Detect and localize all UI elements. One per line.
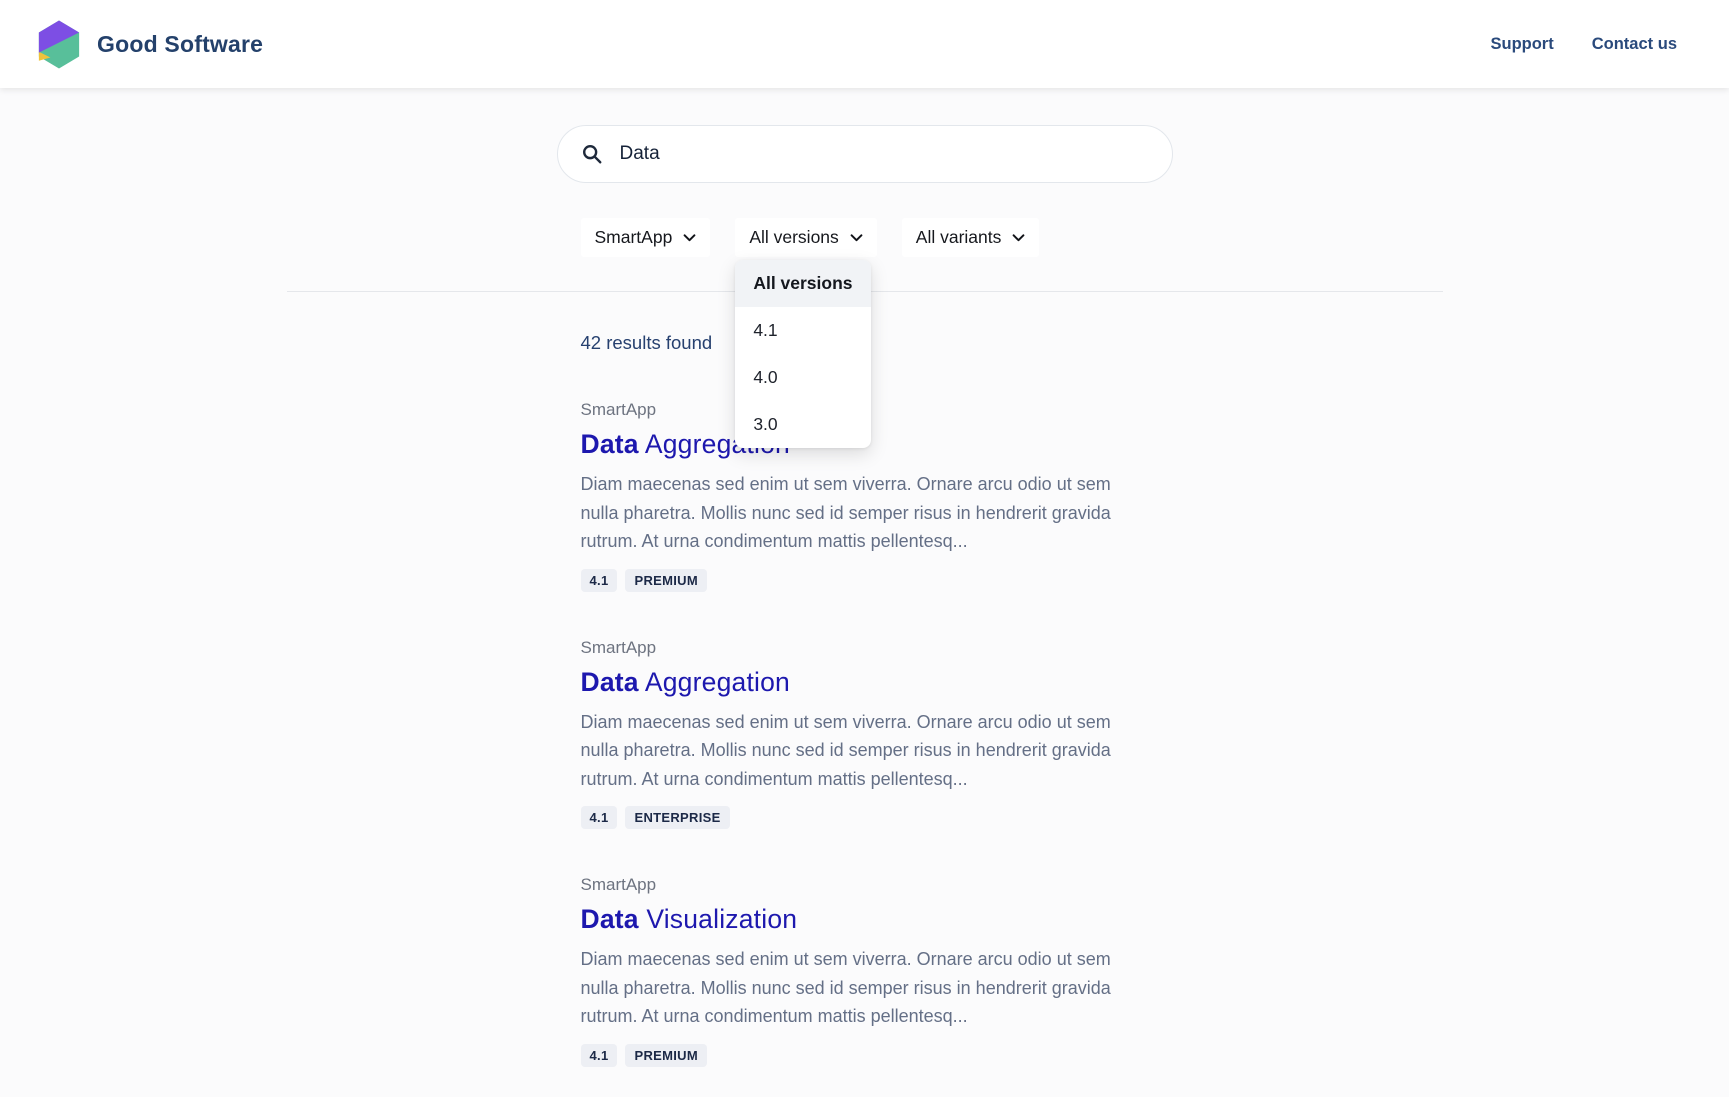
results-list: 42 results found SmartApp Data Aggregati… [557,332,1173,1097]
filter-versions-label: All versions [749,227,839,247]
result-title-link[interactable]: Data Visualization [581,904,1149,935]
result-title-rest: Visualization [638,904,798,934]
badge-row: 4.1 PREMIUM [580,1043,1149,1067]
filter-variants[interactable]: All variants [901,218,1040,257]
badge-row: 4.1 ENTERPRISE [580,806,1149,829]
variant-badge: PREMIUM [625,568,707,592]
version-badge: 4.1 [580,1043,618,1067]
dropdown-item-all-versions[interactable]: All versions [735,260,871,307]
dropdown-item-3-0[interactable]: 3.0 [753,414,778,434]
result-title-highlight: Data [580,666,639,697]
version-badge: 4.1 [580,806,618,829]
result-category: SmartApp [580,637,657,657]
versions-dropdown: All versions 4.1 4.0 3.0 [735,260,871,448]
version-badge: 4.1 [580,568,618,592]
badge-row: 4.1 PREMIUM [580,568,1149,592]
variant-badge: PREMIUM [625,1043,707,1067]
result-category: SmartApp [580,875,657,894]
search-input[interactable] [556,125,1173,183]
brand-name: Good Software [97,30,264,57]
results-count: 42 results found [580,332,713,353]
dropdown-item-4-1[interactable]: 4.1 [753,320,778,340]
filter-variants-label: All variants [915,227,1002,247]
search-result: SmartApp Data Aggregation Diam maecenas … [580,637,1149,829]
filter-versions[interactable]: All versions All versions 4.1 4.0 3.0 [735,218,877,448]
search-result: SmartApp Data Visualization Diam maecena… [580,875,1149,1067]
search-result: SmartApp Data Aggregation Diam maecenas … [580,400,1149,592]
result-title-highlight: Data [580,904,639,934]
result-description: Diam maecenas sed enim ut sem viverra. O… [580,711,1111,789]
chevron-down-icon [683,233,696,241]
filter-product[interactable]: SmartApp [580,218,711,257]
chevron-down-icon [1013,233,1025,241]
hexagon-logo-icon [38,20,80,68]
result-title-rest: Aggregation [638,666,790,697]
header: Good Software Support Contact us [0,0,1729,88]
nav-link-support[interactable]: Support [1490,34,1554,53]
variant-badge: ENTERPRISE [625,806,730,829]
result-description: Diam maecenas sed enim ut sem viverra. O… [580,949,1111,1026]
result-title-highlight: Data [580,429,639,459]
result-description: Diam maecenas sed enim ut sem viverra. O… [580,474,1111,551]
nav-link-contact-us[interactable]: Contact us [1591,34,1677,53]
chevron-down-icon [850,233,863,241]
filter-row: SmartApp All versions All versions 4.1 4… [557,218,1173,448]
header-nav: Support Contact us [1490,35,1677,54]
dropdown-item-4-0[interactable]: 4.0 [753,367,778,387]
filter-product-label: SmartApp [594,227,673,247]
result-title-link[interactable]: Data Aggregation [581,667,1149,698]
result-category: SmartApp [580,400,657,419]
brand[interactable]: Good Software [36,19,263,70]
search-bar [556,125,1173,183]
